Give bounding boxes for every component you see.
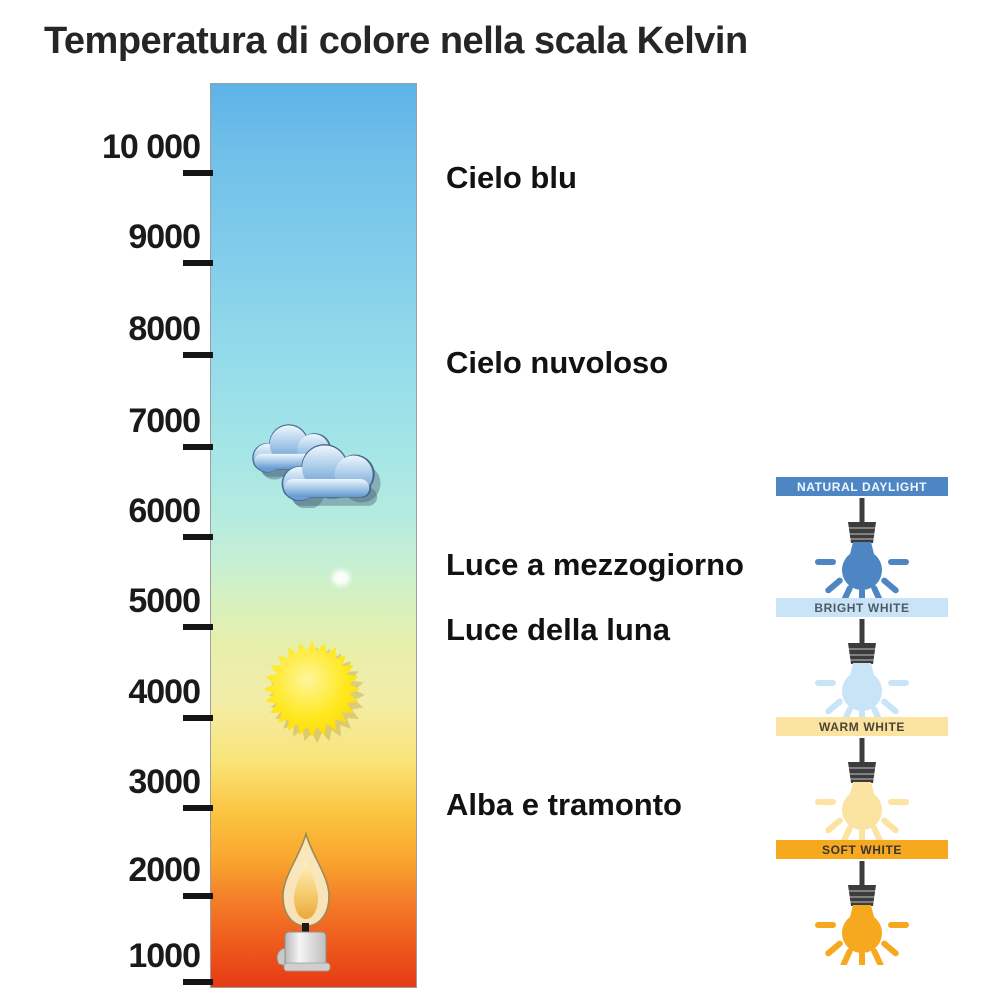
kelvin-tick-mark bbox=[183, 805, 213, 811]
clouds-icon bbox=[252, 424, 381, 508]
kelvin-tick-mark bbox=[183, 979, 213, 985]
kelvin-tick-label: 5000 bbox=[128, 582, 201, 620]
scale-annotation: Luce a mezzogiorno bbox=[446, 547, 744, 582]
kelvin-tick-label: 8000 bbox=[128, 310, 201, 348]
bulb-glass bbox=[842, 663, 882, 711]
light-bulb-icon bbox=[815, 861, 909, 965]
bulb-panel-banner: SOFT WHITE bbox=[776, 840, 948, 859]
bulb-cord bbox=[859, 738, 865, 763]
light-bulb-icon bbox=[815, 619, 909, 723]
kelvin-tick-mark bbox=[183, 624, 213, 630]
kelvin-tick-mark bbox=[183, 534, 213, 540]
bulb-ray bbox=[825, 577, 843, 594]
scale-annotation: Cielo blu bbox=[446, 160, 577, 195]
kelvin-tick-label: 3000 bbox=[128, 763, 201, 801]
bulb-ray bbox=[881, 577, 899, 594]
bulb-ray bbox=[881, 698, 899, 715]
bulb-glass bbox=[842, 905, 882, 953]
bulb-glass bbox=[842, 782, 882, 830]
bulb-ray bbox=[825, 940, 843, 957]
bulb-ray bbox=[881, 817, 899, 834]
bulb-ray bbox=[871, 948, 884, 965]
bulb-panel-banner: WARM WHITE bbox=[776, 717, 948, 736]
kelvin-tick-mark bbox=[183, 715, 213, 721]
light-bulb-icon bbox=[815, 498, 909, 602]
kelvin-tick-mark bbox=[183, 170, 213, 176]
bulb-ray bbox=[881, 940, 899, 957]
bulb-panel-banner: NATURAL DAYLIGHT bbox=[776, 477, 948, 496]
scale-annotation: Luce della luna bbox=[446, 612, 670, 647]
scale-annotation: Cielo nuvoloso bbox=[446, 345, 669, 380]
page-title: Temperatura di colore nella scala Kelvin bbox=[44, 20, 748, 62]
kelvin-tick-mark bbox=[183, 260, 213, 266]
kelvin-tick-mark bbox=[183, 444, 213, 450]
bulb-screw-base bbox=[848, 885, 876, 906]
sun-icon bbox=[264, 641, 365, 743]
bulb-ray bbox=[871, 825, 884, 842]
kelvin-tick-label: 7000 bbox=[128, 402, 201, 440]
bulb-screw-base bbox=[848, 643, 876, 664]
kelvin-tick-label: 2000 bbox=[128, 851, 201, 889]
kelvin-gradient-bar bbox=[210, 83, 417, 988]
light-bulb-icon bbox=[815, 738, 909, 842]
kelvin-tick-mark bbox=[183, 352, 213, 358]
kelvin-tick-mark bbox=[183, 893, 213, 899]
bulb-ray bbox=[825, 817, 843, 834]
bulb-panel-banner: BRIGHT WHITE bbox=[776, 598, 948, 617]
bulb-cord bbox=[859, 861, 865, 886]
bulb-ray bbox=[840, 825, 853, 842]
candle-icon bbox=[276, 830, 331, 972]
kelvin-tick-label: 1000 bbox=[128, 937, 201, 975]
bulb-ray bbox=[840, 948, 853, 965]
bulb-ray bbox=[825, 698, 843, 715]
scale-annotation: Alba e tramonto bbox=[446, 787, 682, 822]
bulb-screw-base bbox=[848, 522, 876, 543]
kelvin-tick-label: 9000 bbox=[128, 218, 201, 256]
kelvin-tick-label: 10 000 bbox=[102, 128, 201, 166]
kelvin-tick-label: 6000 bbox=[128, 492, 201, 530]
bulb-glass bbox=[842, 542, 882, 590]
bulb-cord bbox=[859, 498, 865, 523]
moon-dot-icon bbox=[332, 570, 350, 586]
bulb-screw-base bbox=[848, 762, 876, 783]
bulb-cord bbox=[859, 619, 865, 644]
kelvin-tick-label: 4000 bbox=[128, 673, 201, 711]
